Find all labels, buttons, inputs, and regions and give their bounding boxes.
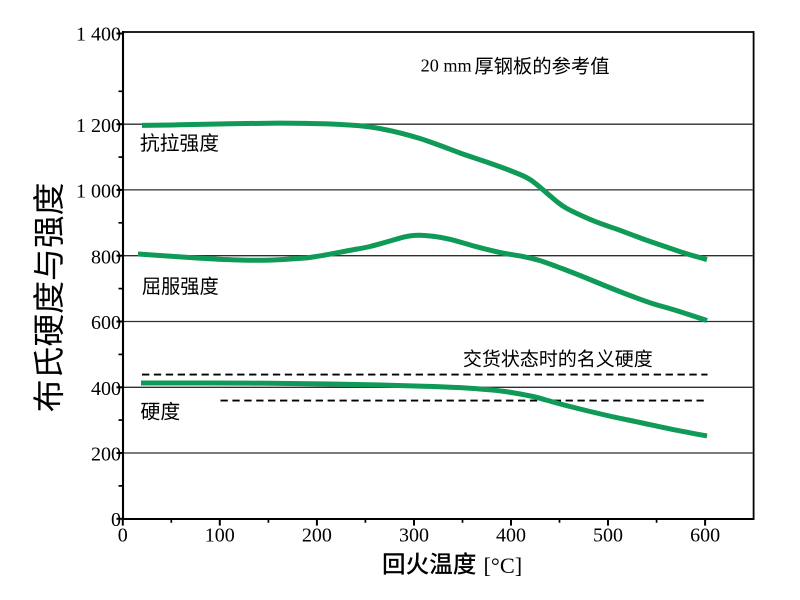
svg-text:200: 200 [91, 444, 121, 466]
svg-text:200: 200 [302, 525, 332, 547]
svg-text:400: 400 [91, 378, 121, 400]
svg-text:800: 800 [91, 246, 121, 268]
svg-text:1 200: 1 200 [76, 115, 121, 137]
svg-text:1 000: 1 000 [76, 181, 121, 203]
svg-text:600: 600 [690, 525, 720, 547]
svg-text:500: 500 [593, 525, 623, 547]
svg-text:400: 400 [496, 525, 526, 547]
svg-text:600: 600 [91, 312, 121, 334]
svg-text:20 mm: 20 mm [421, 56, 472, 76]
svg-text:0: 0 [111, 509, 121, 531]
svg-text:[°C]: [°C] [484, 553, 523, 578]
svg-text:0: 0 [118, 525, 128, 547]
svg-text:100: 100 [205, 525, 235, 547]
svg-text:300: 300 [399, 525, 429, 547]
svg-text:1 400: 1 400 [76, 23, 121, 45]
